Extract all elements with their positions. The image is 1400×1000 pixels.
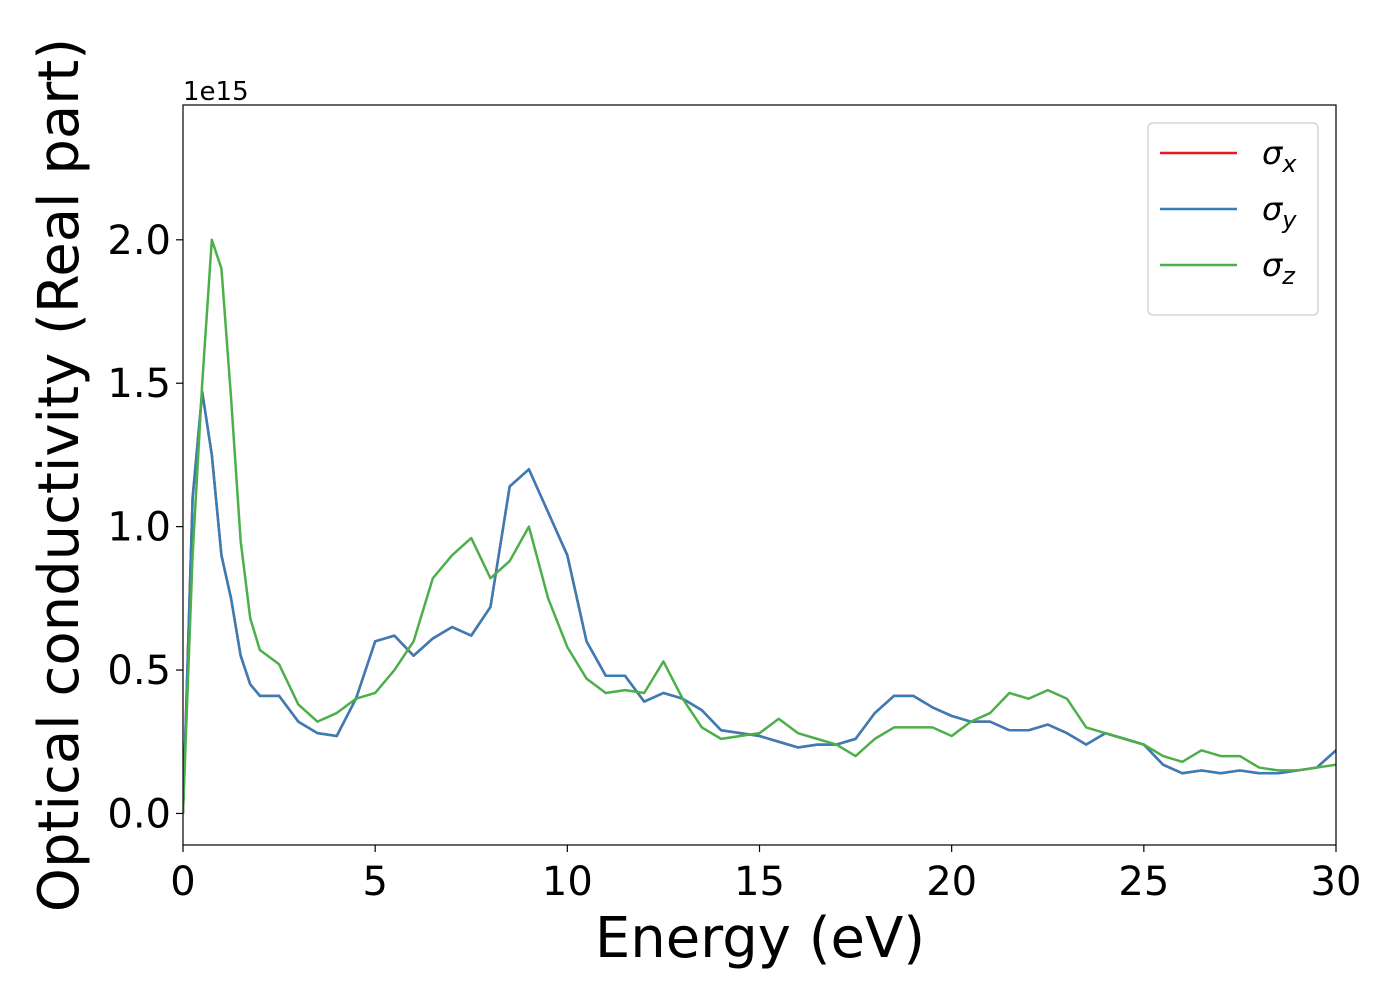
legend-label: σx [1262,134,1297,178]
x-tick-label: 5 [362,859,387,905]
x-tick-label: 10 [542,859,593,905]
x-tick-label: 20 [926,859,977,905]
y-offset-label: 1e15 [183,77,249,107]
series-line [183,238,1336,814]
x-tick-label: 0 [170,859,195,905]
y-tick-label: 1.5 [107,361,171,407]
x-axis-label: Energy (eV) [595,906,925,971]
y-tick-label: 1.0 [107,505,171,551]
legend-label: σz [1262,246,1296,290]
x-tick-label: 30 [1311,859,1362,905]
plot-frame [182,104,1337,846]
y-tick-label: 0.0 [107,791,171,837]
x-tick-label: 15 [734,859,785,905]
legend-box [1147,122,1319,316]
y-axis-label: Optical conductivity (Real part) [27,38,92,912]
legend-label: σy [1262,190,1297,234]
y-tick-label: 0.5 [107,648,171,694]
x-tick-label: 25 [1118,859,1169,905]
y-tick-label: 2.0 [107,218,171,264]
